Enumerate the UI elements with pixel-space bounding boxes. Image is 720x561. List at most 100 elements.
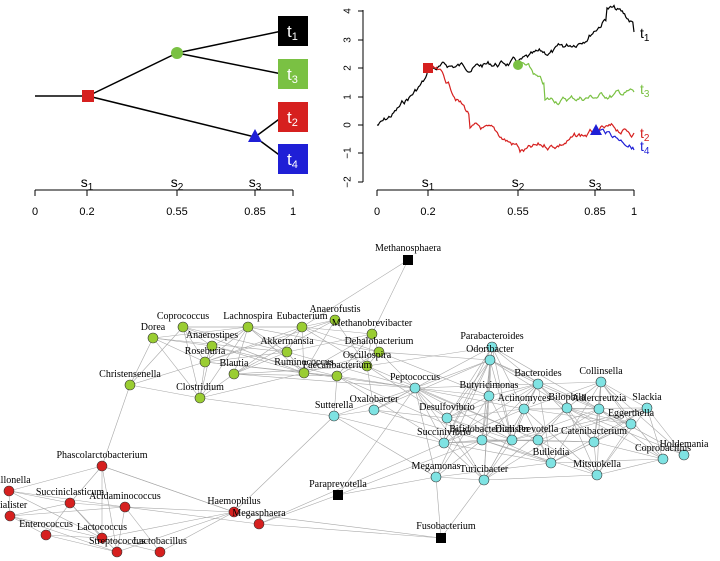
network-node: Faecalibacterium (303, 360, 372, 382)
network-edge (600, 381, 685, 456)
tip-box-t4: t4 (278, 144, 308, 174)
network-node-marker (119, 501, 131, 513)
network-node-label: Dehalobacterium (345, 336, 414, 347)
network-edge (566, 381, 602, 409)
network-edge (258, 523, 442, 539)
network-node-label: Phascolarctobacterium (56, 450, 147, 461)
network-edge (101, 384, 131, 467)
network-edge (523, 381, 602, 410)
network-edge (129, 361, 206, 386)
network-node-marker (436, 533, 446, 543)
network-node-label: Dialister (495, 424, 530, 435)
network-edge (336, 375, 445, 444)
network-edge (600, 381, 648, 409)
network-node-marker (296, 321, 308, 333)
network-edge (152, 326, 249, 339)
network-edge (481, 395, 490, 441)
network-node: Dorea (141, 322, 166, 344)
network-edge (446, 417, 485, 481)
network-edge (129, 384, 201, 399)
network-node: Catenibacterium (561, 426, 627, 448)
walk-y-tick-label: 2 (343, 65, 354, 71)
walk-split-marker-s2 (513, 60, 523, 70)
network-node: Veillonella (0, 475, 31, 497)
svg-text:t2: t2 (287, 108, 298, 129)
network-node: Lactobacillus (133, 536, 187, 558)
network-edge (9, 502, 71, 517)
network-edge (440, 479, 485, 539)
network-edge (566, 407, 595, 443)
network-node-label: Enterococcus (19, 519, 73, 530)
walk-series-label-t3: t3 (640, 81, 650, 100)
network-edge (8, 490, 71, 504)
network-edge (489, 359, 600, 410)
network-node-marker (4, 510, 16, 522)
network-edge (550, 381, 602, 464)
network-node-label: Anaerofustis (309, 304, 360, 315)
network-edge (301, 326, 380, 353)
tree-branch-t3 (176, 52, 283, 75)
network-node: Bifidobacterium (449, 424, 515, 446)
network-edge (9, 506, 126, 517)
network-edge (537, 381, 602, 385)
network-edge (69, 502, 126, 508)
network-node: Lactococcus (77, 522, 127, 544)
network-edge (373, 387, 416, 411)
network-node: Methanobrevibacter (332, 318, 413, 340)
network-node-marker (591, 469, 603, 481)
network-edge (366, 346, 493, 367)
network-edge (523, 408, 598, 476)
network-node-label: Sutterella (315, 400, 354, 411)
network-edge (301, 319, 336, 328)
network-node: Actinomyces (498, 393, 550, 415)
network-node-marker (476, 434, 488, 446)
network-node-label: Roseburia (185, 346, 226, 357)
network-node-marker (366, 328, 378, 340)
walk-x-tick-label: 0.2 (420, 206, 435, 218)
network-edge (333, 387, 416, 417)
network-node: Desulfovibrio (419, 402, 475, 424)
network-edge (8, 490, 103, 539)
network-node: Roseburia (185, 346, 226, 368)
network-node-label: Desulfovibrio (419, 402, 475, 413)
network-node-marker (298, 367, 310, 379)
walk-split-marker-s3 (590, 124, 602, 135)
walk-x-tick-label: 0 (374, 206, 380, 218)
network-node-marker (40, 529, 52, 541)
network-node-label: Coprobacillus (635, 443, 691, 454)
network-node-label: Parabacteroides (460, 331, 523, 342)
network-node: Bulleidia (533, 447, 570, 469)
network-node-marker (593, 403, 605, 415)
network-node-marker (253, 518, 265, 530)
network-node-marker (96, 460, 108, 472)
network-node-marker (595, 376, 607, 388)
network-edge (9, 515, 103, 539)
network-node-marker (657, 453, 669, 465)
network-edge (101, 465, 118, 553)
network-node-marker (329, 314, 341, 326)
network-node-label: Methanosphaera (375, 243, 442, 254)
split-node-s3-triangle (248, 129, 262, 142)
network-node: Acidaminococcus (89, 491, 161, 513)
network-edge (129, 337, 154, 386)
network-edge (414, 387, 445, 444)
network-node-marker (478, 474, 490, 486)
network-edge (333, 375, 338, 417)
network-edge (199, 326, 249, 399)
network-edge (378, 351, 416, 389)
network-edge (483, 408, 600, 481)
network-node-marker (625, 418, 637, 430)
network-node-label: Bulleidia (533, 447, 570, 458)
network-node-label: Clostridium (176, 382, 224, 393)
network-node-label: Akkermansia (260, 336, 314, 347)
network-node-label: Lactococcus (77, 522, 127, 533)
tip-box-t2: t2 (278, 102, 308, 132)
tree-split-label-s3: s3 (249, 174, 262, 193)
network-edge (596, 407, 648, 476)
network-edge (333, 415, 445, 444)
network-edge (443, 442, 552, 464)
network-node-label: Oxalobacter (350, 394, 400, 405)
network-node: Holdemania (660, 439, 709, 461)
split-node-s1-square (82, 90, 94, 102)
network-edge (483, 474, 598, 481)
